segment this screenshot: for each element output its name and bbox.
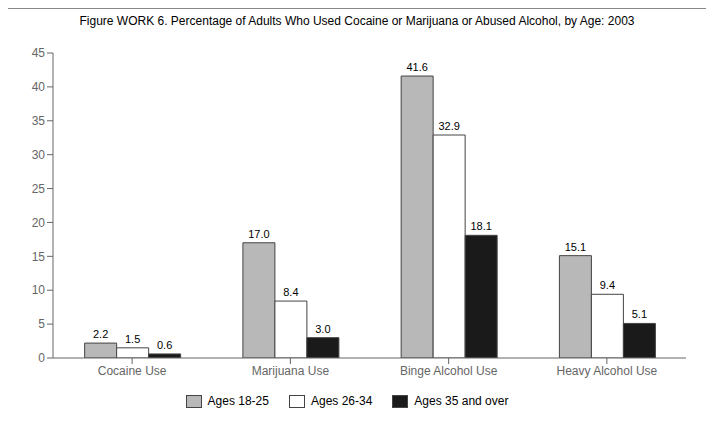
svg-text:45: 45 — [32, 46, 46, 60]
html-text:Ages 35 and over: Ages 35 and over — [414, 394, 509, 408]
svg-text:41.6: 41.6 — [406, 61, 427, 73]
svg-text:2.2: 2.2 — [93, 328, 108, 340]
html-text:Ages 26-34: Ages 26-34 — [311, 394, 373, 408]
svg-text:32.9: 32.9 — [438, 120, 459, 132]
svg-text:40: 40 — [32, 80, 46, 94]
svg-text:3.0: 3.0 — [315, 323, 330, 335]
svg-text:35: 35 — [32, 114, 46, 128]
svg-text:15: 15 — [32, 250, 46, 264]
svg-text:Binge Alcohol Use: Binge Alcohol Use — [400, 364, 498, 378]
svg-text:Cocaine Use: Cocaine Use — [98, 364, 167, 378]
svg-text:Marijuana Use: Marijuana Use — [252, 364, 330, 378]
svg-text:8.4: 8.4 — [283, 286, 298, 298]
svg-text:25: 25 — [32, 182, 46, 196]
svg-text:10: 10 — [32, 283, 46, 297]
html-text:Figure WORK 6. Percentage of A: Figure WORK 6. Percentage of Adults Who … — [79, 14, 635, 28]
svg-text:5: 5 — [38, 317, 45, 331]
svg-text:20: 20 — [32, 216, 46, 230]
svg-text:0: 0 — [38, 351, 45, 365]
svg-text:18.1: 18.1 — [470, 220, 491, 232]
svg-text:5.1: 5.1 — [632, 308, 647, 320]
svg-text:Heavy Alcohol Use: Heavy Alcohol Use — [557, 364, 658, 378]
svg-text:9.4: 9.4 — [600, 279, 615, 291]
svg-text:17.0: 17.0 — [248, 228, 269, 240]
svg-text:1.5: 1.5 — [125, 333, 140, 345]
html-text:Ages 18-25: Ages 18-25 — [207, 394, 269, 408]
svg-text:15.1: 15.1 — [565, 241, 586, 253]
svg-text:0.6: 0.6 — [157, 339, 172, 351]
svg-text:30: 30 — [32, 148, 46, 162]
